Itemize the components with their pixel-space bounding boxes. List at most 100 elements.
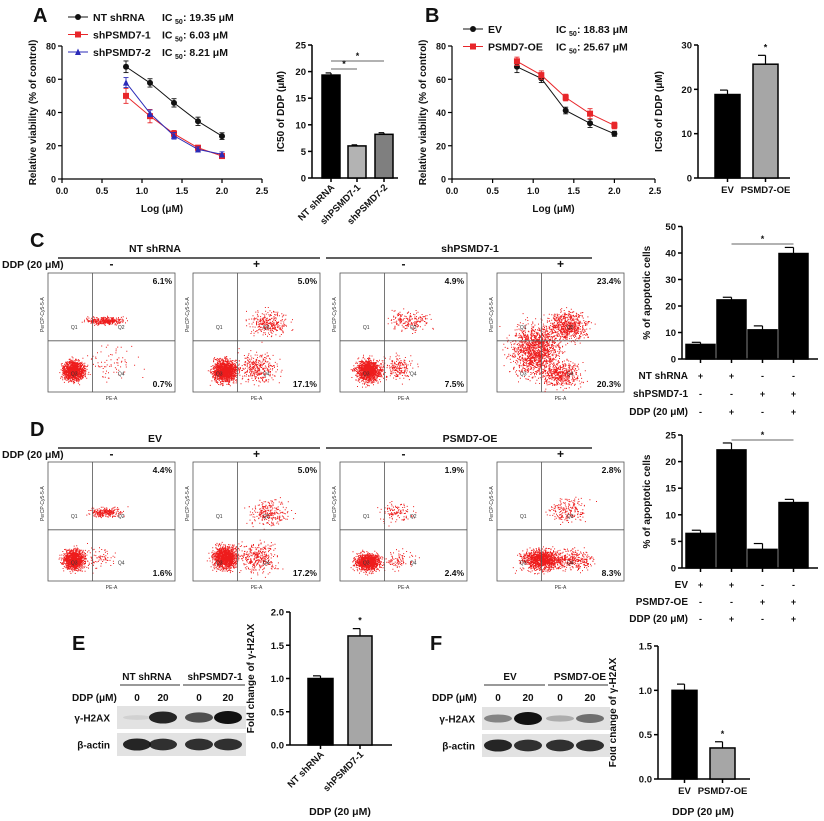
panel-label-c: C: [30, 230, 44, 252]
legend-label: EV: [488, 24, 502, 36]
flow-events: [350, 308, 434, 388]
data-point: [513, 58, 520, 65]
blot-row-label: γ-H2AX: [439, 715, 475, 726]
condition-sign: -: [699, 597, 702, 607]
bar-3: [778, 252, 809, 360]
y-tick-label: 0: [51, 175, 56, 185]
quadrant-label: Q1: [520, 514, 527, 520]
lane-label: 0: [196, 693, 202, 704]
bar-1: [347, 635, 373, 746]
x-axis-label: PE-A: [251, 585, 263, 591]
blot-band: [484, 739, 512, 752]
quadrant-label: Q1: [71, 325, 78, 331]
quadrant-label: Q3: [216, 371, 223, 377]
B_line-chart: [448, 26, 656, 183]
C_bar-chart: [678, 225, 818, 363]
lane-label: 0: [557, 693, 563, 704]
y-axis-label: PerCP-Cy5-5-A: [185, 486, 191, 521]
y-tick-label: 40: [665, 249, 676, 260]
quadrant-label: Q2: [118, 325, 125, 331]
y-tick-label: 1.0: [639, 686, 652, 697]
lane-label: 0: [134, 693, 140, 704]
blot-row-label: β-actin: [77, 741, 110, 752]
flow-plot: Q1 Q2 Q3 Q4 PE-A PerCP-Cy5-5-A: [40, 461, 176, 591]
blot-band: [576, 714, 604, 723]
x-tick-label: 0.5: [486, 186, 499, 196]
y-tick-label: 10: [665, 328, 676, 339]
quadrant-label: Q4: [118, 371, 125, 377]
quadrant-label: Q1: [216, 325, 223, 331]
quadrant-label: Q3: [71, 560, 78, 566]
category-label: EV: [721, 185, 734, 196]
group-header: shPSMD7-1: [441, 243, 499, 255]
blot-band: [546, 715, 574, 722]
y-axis-label: Relative viability (% of control): [418, 40, 429, 186]
ic50-value: : 19.35 μM: [183, 12, 234, 24]
blot-row-label: γ-H2AX: [74, 714, 110, 725]
condition-label: DDP (20 μM): [629, 407, 688, 418]
blot-band: [576, 739, 604, 752]
quadrant-label: Q4: [567, 560, 574, 566]
ic50-prefix: IC: [162, 30, 173, 42]
quadrant-label: Q2: [567, 514, 574, 520]
blot-band: [484, 714, 512, 723]
condition-sign: +: [698, 580, 703, 590]
condition-sign: -: [761, 407, 764, 417]
flow-events: [207, 307, 294, 387]
condition-label: DDP (20 μM): [629, 614, 688, 625]
blot-band: [214, 711, 242, 724]
ddp-sign: +: [253, 257, 260, 271]
condition-sign: +: [729, 407, 734, 417]
x-axis-label: PE-A: [555, 585, 567, 591]
flow-events: [206, 497, 296, 579]
quadrant-label: Q3: [520, 560, 527, 566]
data-point: [147, 79, 153, 86]
ic50-prefix: IC: [162, 47, 173, 59]
x-axis-label: DDP (20 μM): [309, 806, 371, 818]
data-point: [123, 63, 129, 70]
x-axis-label: PE-A: [251, 396, 263, 402]
quadrant-label: Q2: [263, 514, 270, 520]
lane-label: 20: [157, 693, 169, 704]
x-tick-label: 2.0: [608, 186, 621, 196]
flow-panel-0: Q1 Q2 Q3 Q4 PE-A PerCP-Cy5-5-A Q1 Q2 Q3 Q4 PE-A Per…: [40, 257, 625, 402]
lane-label: 20: [222, 693, 234, 704]
y-axis-label: Fold change of γ-H2AX: [246, 623, 257, 733]
lower-right-percent: 1.6%: [153, 568, 173, 578]
x-tick-label: 1.0: [527, 186, 540, 196]
upper-right-percent: 5.0%: [298, 465, 318, 475]
blot-band: [214, 738, 242, 751]
y-tick-label: 20: [665, 302, 676, 313]
legend-label: shPSMD7-2: [93, 47, 151, 59]
quadrant-label: Q4: [263, 560, 270, 566]
ddp-sign: -: [110, 447, 114, 461]
flow-events: [512, 496, 597, 575]
quadrant-label: Q1: [71, 514, 78, 520]
ddp-sign: +: [557, 447, 564, 461]
significance-star: *: [764, 42, 768, 52]
A_bar-chart: [308, 44, 398, 182]
flow-events: [58, 506, 129, 574]
category-label: PSMD7-OE: [698, 786, 748, 797]
y-tick-label: 40: [46, 108, 56, 118]
flow-events: [350, 501, 420, 576]
data-point: [611, 122, 618, 129]
bar-1: [709, 747, 736, 780]
ddp-sign: -: [402, 447, 406, 461]
condition-sign: +: [791, 614, 796, 624]
y-tick-label: 0.0: [639, 775, 652, 786]
condition-sign: +: [760, 597, 765, 607]
legend-label: NT shRNA: [93, 12, 145, 24]
condition-label: NT shRNA: [639, 371, 688, 382]
y-tick-label: 15: [295, 94, 306, 105]
bar-0: [685, 532, 716, 569]
upper-right-percent: 5.0%: [298, 276, 318, 286]
legend-marker: [470, 26, 476, 32]
ic50-prefix: IC: [556, 42, 567, 54]
x-tick-label: 0.5: [96, 186, 109, 196]
lower-right-percent: 17.2%: [293, 568, 318, 578]
flow-plot: Q1 Q2 Q3 Q4 PE-A PerCP-Cy5-5-A: [332, 461, 468, 591]
western-blot-1: [482, 684, 610, 757]
panel-label-a: A: [33, 5, 47, 27]
lower-right-percent: 8.3%: [602, 568, 622, 578]
